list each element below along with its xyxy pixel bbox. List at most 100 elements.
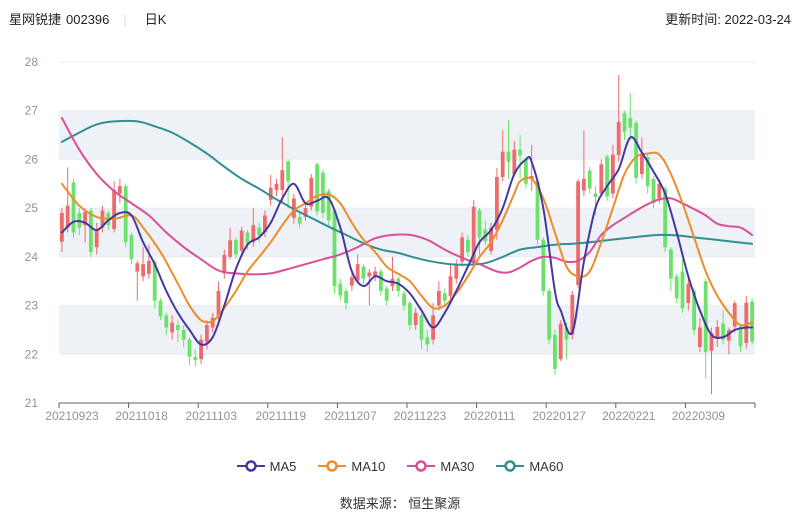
candle-body bbox=[437, 290, 441, 306]
candle-body bbox=[466, 239, 470, 252]
x-axis-tick-label: 20210923 bbox=[45, 409, 99, 423]
candle-body bbox=[698, 327, 702, 347]
candle-body bbox=[576, 181, 580, 286]
y-axis-tick-label: 22 bbox=[25, 347, 39, 361]
candle-body bbox=[640, 154, 644, 175]
candle-body bbox=[541, 239, 546, 291]
candle-body bbox=[471, 206, 476, 264]
candle-body bbox=[147, 260, 151, 274]
legend-item-ma60[interactable]: MA60 bbox=[496, 459, 563, 474]
x-axis-tick-label: 20211018 bbox=[115, 409, 168, 423]
candle-body bbox=[686, 283, 691, 304]
candle-body bbox=[379, 271, 383, 291]
y-axis-tick-label: 27 bbox=[25, 104, 39, 118]
candle-body bbox=[703, 281, 708, 352]
candle-body bbox=[141, 264, 145, 277]
candle-body bbox=[257, 227, 261, 235]
legend-marker-icon bbox=[496, 460, 525, 472]
x-axis-tick-label: 20211223 bbox=[394, 409, 447, 423]
candle-body bbox=[176, 325, 180, 330]
legend-marker-icon bbox=[407, 460, 436, 472]
x-axis: 20210923 20211018 20211103 20211119 20211207… bbox=[45, 402, 756, 423]
legend-label: MA60 bbox=[529, 458, 564, 474]
x-axis-tick-label: 20220127 bbox=[533, 409, 587, 423]
candle-body bbox=[71, 182, 76, 233]
candle-body bbox=[361, 266, 366, 279]
candle-body bbox=[187, 339, 192, 357]
candle-body bbox=[738, 326, 743, 347]
candle-body bbox=[593, 193, 598, 197]
candle-body bbox=[535, 181, 540, 240]
candle-body bbox=[263, 215, 267, 233]
legend-label: MA5 bbox=[269, 458, 297, 474]
x-axis-tick-label: 20211207 bbox=[324, 409, 377, 423]
candle-body bbox=[448, 276, 453, 296]
candle-body bbox=[60, 213, 64, 242]
candle-body bbox=[558, 323, 563, 360]
y-axis-labels: 21 22 23 24 25 26 27 28 bbox=[25, 55, 39, 410]
candle-body bbox=[605, 156, 609, 197]
candle-body bbox=[442, 293, 447, 301]
candle-body bbox=[135, 263, 140, 272]
stock-name: 星网锐捷 bbox=[9, 12, 62, 27]
candle-body bbox=[674, 276, 679, 299]
x-axis-tick-label: 20220221 bbox=[602, 409, 656, 423]
candle-body bbox=[721, 323, 725, 340]
candle-body bbox=[89, 210, 93, 252]
candle-body bbox=[495, 176, 499, 231]
candle-body bbox=[622, 113, 627, 132]
candle-body bbox=[460, 237, 464, 262]
candle-body bbox=[181, 329, 186, 340]
candle-body bbox=[367, 272, 372, 277]
candle-body bbox=[396, 278, 401, 291]
candle-body bbox=[326, 191, 331, 221]
candle-body bbox=[205, 325, 209, 343]
candle-body bbox=[309, 177, 314, 207]
candle-body bbox=[564, 327, 569, 340]
candle-body bbox=[286, 161, 290, 182]
x-axis-tick-label: 20211119 bbox=[255, 409, 306, 423]
candle-body bbox=[512, 149, 517, 175]
candle-body bbox=[413, 312, 418, 326]
candle-body bbox=[524, 159, 528, 184]
candle-body bbox=[547, 290, 551, 340]
candle-body bbox=[268, 187, 273, 200]
legend-label: MA10 bbox=[351, 458, 386, 474]
candle-body bbox=[303, 208, 308, 217]
legend-marker-icon bbox=[318, 460, 347, 472]
candle-body bbox=[384, 288, 389, 301]
candle-body bbox=[529, 175, 534, 179]
candle-body bbox=[634, 122, 638, 178]
candle-body bbox=[506, 151, 511, 162]
legend-item-ma10[interactable]: MA10 bbox=[318, 459, 385, 474]
x-axis-tick-label: 20220309 bbox=[672, 409, 726, 423]
candle-body bbox=[274, 183, 279, 191]
ma60-line bbox=[60, 119, 754, 266]
candle-body bbox=[350, 277, 354, 286]
data-source: 数据来源： 恒生聚源 bbox=[339, 496, 461, 511]
candle-body bbox=[315, 164, 319, 212]
candle-body bbox=[245, 232, 250, 245]
y-axis-tick-label: 24 bbox=[25, 250, 39, 264]
candle-body bbox=[94, 230, 99, 248]
kline-chart[interactable]: 21 22 23 24 25 26 27 28 20210923 20211018 20211103… bbox=[0, 0, 800, 450]
candle-body bbox=[280, 170, 285, 191]
legend-label: MA30 bbox=[440, 458, 475, 474]
candle-body bbox=[297, 216, 302, 224]
candle-body bbox=[582, 178, 586, 191]
ma5-line bbox=[60, 136, 754, 346]
candle-body bbox=[193, 356, 198, 361]
legend-marker-icon bbox=[236, 460, 265, 472]
candle-body bbox=[199, 339, 203, 360]
legend-item-ma30[interactable]: MA30 bbox=[407, 459, 474, 474]
candle-body bbox=[715, 327, 720, 338]
candle-body bbox=[210, 317, 215, 328]
candle-body bbox=[518, 149, 522, 156]
candle-body bbox=[645, 156, 650, 187]
candle-body bbox=[118, 186, 122, 194]
legend-item-ma5[interactable]: MA5 bbox=[236, 458, 297, 474]
candle-body bbox=[500, 151, 505, 177]
candle-body bbox=[373, 271, 377, 278]
candle-body bbox=[657, 183, 662, 199]
